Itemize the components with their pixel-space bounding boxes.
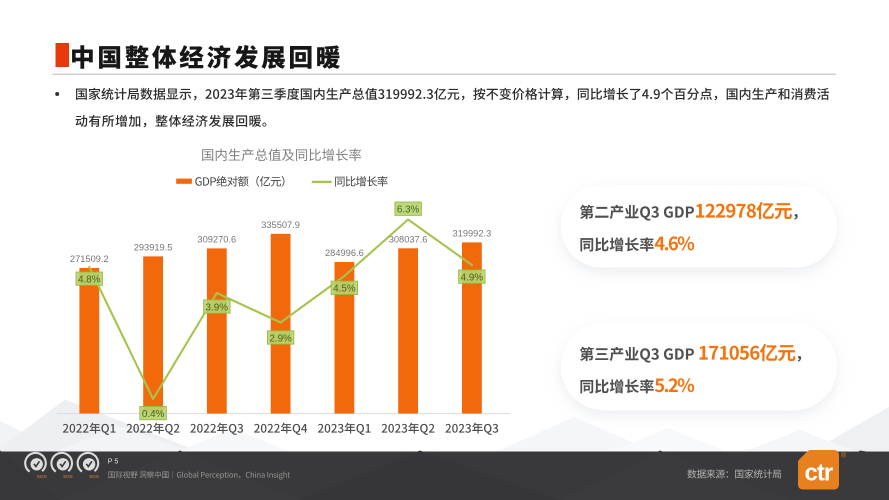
svg-text:271509.2: 271509.2: [70, 254, 109, 264]
svg-text:309270.6: 309270.6: [197, 235, 236, 245]
svg-text:319992.3: 319992.3: [453, 229, 492, 239]
svg-text:335507.9: 335507.9: [261, 220, 300, 230]
svg-text:SGS: SGS: [63, 474, 73, 479]
svg-text:ctr: ctr: [805, 460, 833, 487]
svg-text:2.9%: 2.9%: [269, 333, 292, 344]
svg-text:SGS: SGS: [37, 474, 47, 479]
svg-text:0.4%: 0.4%: [142, 409, 165, 420]
svg-text:284996.6: 284996.6: [325, 248, 364, 258]
svg-text:4.5%: 4.5%: [333, 284, 356, 295]
svg-text:SGS: SGS: [89, 474, 99, 479]
svg-text:4.8%: 4.8%: [78, 275, 101, 286]
svg-text:3.9%: 3.9%: [206, 302, 229, 313]
svg-text:293919.5: 293919.5: [134, 243, 173, 253]
svg-text:308037.6: 308037.6: [389, 235, 428, 245]
svg-text:P 5: P 5: [108, 458, 119, 466]
svg-text:6.3%: 6.3%: [397, 205, 420, 216]
svg-text:4.9%: 4.9%: [461, 273, 484, 284]
svg-text:®: ®: [841, 452, 847, 460]
